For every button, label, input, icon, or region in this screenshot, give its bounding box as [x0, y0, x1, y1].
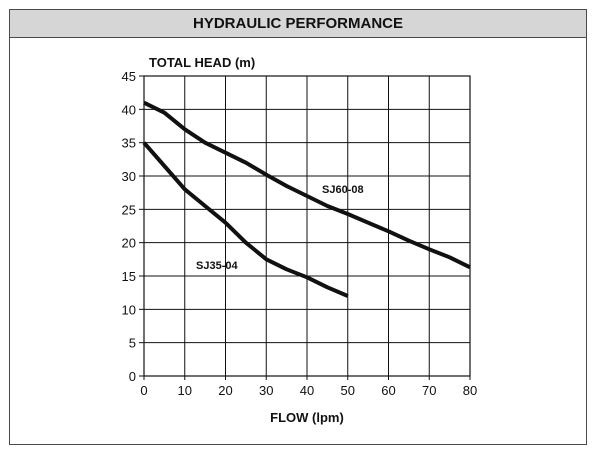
- y-tick-label: 30: [122, 169, 136, 184]
- x-tick-label: 0: [140, 383, 147, 398]
- x-tick-label: 30: [259, 383, 273, 398]
- series-lines: [142, 100, 471, 298]
- axis-ticks: 0 10 20 30 40 50 60 70 80 0 5 10 15 20 25 30 35 40 45: [122, 69, 478, 398]
- y-tick-label: 15: [122, 269, 136, 284]
- y-tick-label: 5: [129, 336, 136, 351]
- y-tick-label: 0: [129, 369, 136, 384]
- series-line-sj60-08: [143, 100, 471, 270]
- x-tick-label: 50: [341, 383, 355, 398]
- series-line-sj35-04: [142, 141, 349, 298]
- y-tick-label: 10: [122, 302, 136, 317]
- series-label-sj60-08: SJ60-08: [322, 184, 364, 196]
- chart-title: HYDRAULIC PERFORMANCE: [10, 10, 586, 38]
- y-tick-label: 20: [122, 236, 136, 251]
- x-tick-label: 80: [463, 383, 477, 398]
- y-tick-label: 45: [122, 69, 136, 84]
- x-tick-label: 20: [218, 383, 232, 398]
- y-tick-label: 40: [122, 102, 136, 117]
- x-tick-label: 70: [422, 383, 436, 398]
- x-tick-label: 40: [300, 383, 314, 398]
- series-labels: SJ35-04 SJ60-08: [196, 184, 364, 272]
- y-tick-label: 25: [122, 202, 136, 217]
- y-tick-label: 35: [122, 136, 136, 151]
- x-axis-title: FLOW (lpm): [270, 410, 344, 425]
- y-axis-title: TOTAL HEAD (m): [149, 55, 255, 70]
- x-tick-label: 60: [381, 383, 395, 398]
- x-tick-label: 10: [178, 383, 192, 398]
- series-label-sj35-04: SJ35-04: [196, 260, 238, 272]
